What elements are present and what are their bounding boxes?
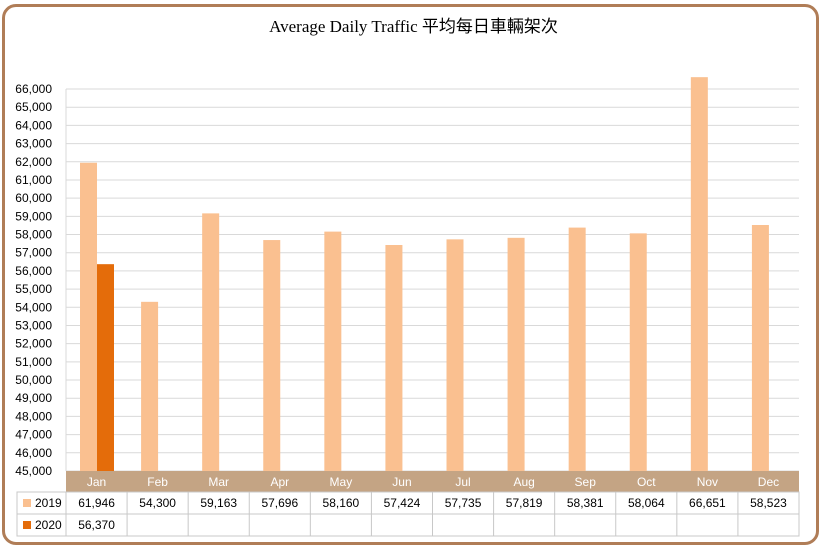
bar-2019-jan <box>80 162 97 471</box>
bars <box>80 77 769 472</box>
chart-title: Average Daily Traffic 平均每日車輛架次 <box>269 17 558 36</box>
y-tick-label: 58,000 <box>15 228 52 242</box>
bar-2019-may <box>324 231 342 471</box>
x-tick-label: Dec <box>758 475 779 489</box>
x-tick-label: Jul <box>455 475 470 489</box>
y-tick-label: 45,000 <box>15 464 52 478</box>
bar-2019-oct <box>629 233 647 471</box>
data-label: 57,696 <box>261 496 298 510</box>
y-tick-label: 60,000 <box>15 191 52 205</box>
data-label: 57,819 <box>506 496 543 510</box>
y-tick-label: 65,000 <box>15 100 52 114</box>
bar-2019-nov <box>690 77 708 472</box>
y-tick-label: 51,000 <box>15 355 52 369</box>
y-tick-label: 48,000 <box>15 409 52 423</box>
y-tick-label: 53,000 <box>15 318 52 332</box>
chart-frame <box>2 4 819 545</box>
data-label: 58,160 <box>323 496 360 510</box>
data-label: 61,946 <box>78 496 115 510</box>
x-tick-label: Feb <box>147 475 168 489</box>
data-label: 57,735 <box>445 496 482 510</box>
y-tick-label: 63,000 <box>15 137 52 151</box>
y-tick-label: 50,000 <box>15 373 52 387</box>
data-label: 54,300 <box>139 496 176 510</box>
bar-2019-apr <box>263 240 281 471</box>
y-tick-label: 59,000 <box>15 209 52 223</box>
bar-2019-aug <box>507 237 525 471</box>
data-label: 59,163 <box>200 496 237 510</box>
y-tick-label: 46,000 <box>15 446 52 460</box>
data-table: 2019 61,946 54,300 59,163 57,696 58,160 57,424… <box>16 491 800 537</box>
data-label: 58,381 <box>567 496 604 510</box>
data-label: 58,523 <box>750 496 787 510</box>
y-tick-label: 52,000 <box>15 337 52 351</box>
bar-2019-jul <box>446 239 464 471</box>
y-axis-ticks: 45,000 46,000 47,000 48,000 49,000 50,000 51,0… <box>15 82 52 478</box>
y-tick-label: 57,000 <box>15 246 52 260</box>
y-tick-label: 55,000 <box>15 282 52 296</box>
bar-2020-jan <box>97 264 114 471</box>
y-tick-label: 64,000 <box>15 118 52 132</box>
x-tick-label: Apr <box>270 475 289 489</box>
y-tick-label: 66,000 <box>15 82 52 96</box>
x-tick-label: Jan <box>87 475 106 489</box>
y-tick-label: 61,000 <box>15 173 52 187</box>
bar-2019-dec <box>751 225 769 471</box>
data-label: 56,370 <box>78 518 115 532</box>
data-label: 66,651 <box>689 496 726 510</box>
bar-2019-mar <box>202 213 220 471</box>
y-tick-label: 56,000 <box>15 264 52 278</box>
x-tick-label: Jun <box>392 475 411 489</box>
x-tick-label: May <box>330 475 353 489</box>
x-tick-label: Oct <box>637 475 656 489</box>
legend-swatch-2020 <box>23 521 31 529</box>
x-tick-label: Sep <box>575 475 597 489</box>
category-band: Jan Feb Mar Apr May Jun Jul Aug Sep Oct Nov Dec <box>66 471 799 492</box>
gridlines <box>65 88 799 472</box>
x-tick-label: Aug <box>513 475 534 489</box>
category-band-bg <box>66 471 799 492</box>
y-tick-label: 54,000 <box>15 300 52 314</box>
legend-label: 2020 <box>35 518 62 532</box>
data-label: 58,064 <box>628 496 665 510</box>
y-tick-label: 49,000 <box>15 391 52 405</box>
data-label: 57,424 <box>384 496 421 510</box>
x-tick-label: Nov <box>697 475 718 489</box>
bar-2019-feb <box>141 301 159 471</box>
y-tick-label: 47,000 <box>15 428 52 442</box>
legend-label: 2019 <box>35 496 62 510</box>
bar-2019-jun <box>385 245 403 471</box>
bar-2019-sep <box>568 227 586 471</box>
legend-swatch-2019 <box>23 499 31 507</box>
x-tick-label: Mar <box>208 475 229 489</box>
y-tick-label: 62,000 <box>15 155 52 169</box>
